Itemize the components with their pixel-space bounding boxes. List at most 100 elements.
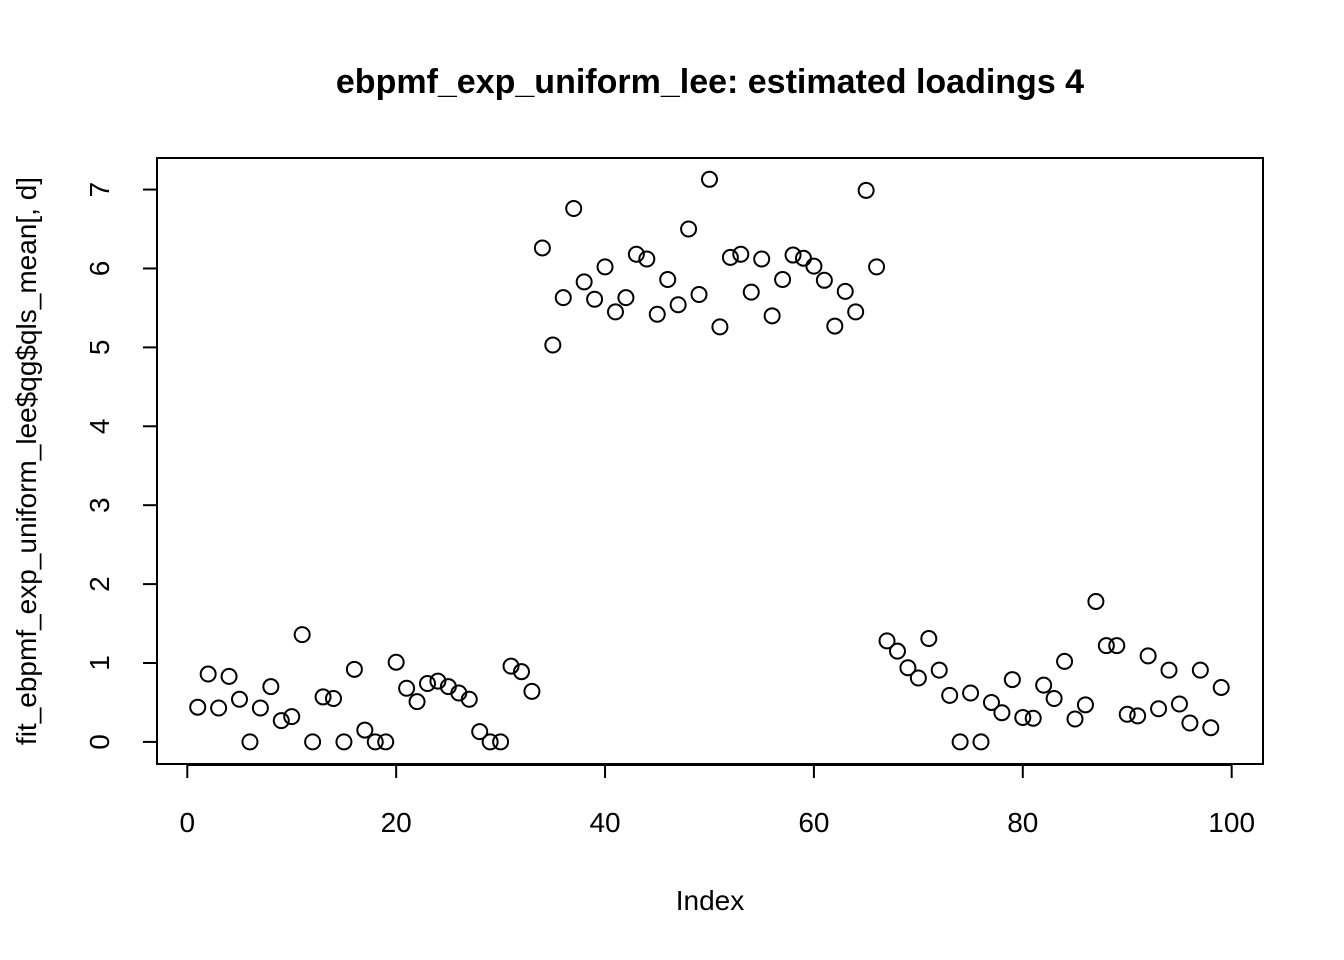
data-point [659,271,677,289]
data-point [1129,707,1147,725]
data-point [471,723,489,741]
data-point [251,699,269,717]
data-point [920,630,938,648]
data-point [753,250,771,268]
y-tick-label: 1 [84,655,115,671]
data-point [565,200,583,217]
data-point [345,660,363,678]
data-point [544,336,562,354]
data-point [627,245,645,263]
data-point [481,733,499,751]
y-axis-label: fit_ebpmf_exp_uniform_lee$qg$qls_mean[, … [11,177,42,745]
data-point [1212,678,1230,696]
data-point [1097,637,1115,655]
data-point [972,733,990,751]
x-tick-label: 20 [381,807,412,838]
data-point [502,657,520,675]
data-point [418,675,436,693]
x-tick-label: 80 [1007,807,1038,838]
data-point [314,688,332,706]
data-points [189,170,1230,751]
data-point [847,303,865,321]
data-point [356,721,374,739]
data-point [554,289,572,307]
data-point [586,290,604,308]
data-point [868,258,886,276]
data-point [210,699,228,717]
x-tick-label: 100 [1208,807,1255,838]
data-point [680,220,698,238]
data-point [700,170,718,188]
data-point [763,307,781,325]
chart-title: ebpmf_exp_uniform_lee: estimated loading… [336,63,1084,101]
data-point [408,693,426,711]
data-point [512,663,530,681]
data-point [398,679,416,697]
data-point [231,690,249,708]
data-point [1045,690,1063,708]
data-point [1024,709,1042,727]
data-point [721,248,739,266]
data-point [941,686,959,704]
x-tick-label: 60 [798,807,829,838]
data-point [1056,652,1074,670]
data-point [189,698,207,716]
data-point [220,667,238,685]
data-point [272,712,290,730]
data-point [836,282,854,300]
data-point [241,733,259,751]
y-tick-label: 4 [84,418,115,434]
data-point [857,181,875,199]
data-point [815,271,833,289]
data-point [711,318,729,336]
data-point [951,733,969,751]
data-point [1181,714,1199,732]
y-tick-label: 3 [84,497,115,513]
x-axis-label: Index [676,885,745,916]
y-tick-label: 7 [84,182,115,198]
data-point [1118,705,1136,723]
y-tick-label: 2 [84,576,115,592]
data-point [1076,696,1094,714]
data-point [669,296,687,314]
data-point [909,669,927,687]
data-point [262,678,280,696]
data-point [930,661,948,679]
data-point [283,708,301,726]
data-point [617,289,635,307]
data-point [648,305,666,323]
data-point [377,733,395,751]
data-point [732,245,750,263]
data-point [492,733,510,751]
data-point [826,317,844,335]
data-point [523,682,541,700]
data-point [784,246,802,264]
data-point [293,626,311,644]
data-point [366,733,384,751]
data-point [794,249,812,267]
data-point [575,273,593,291]
data-point [638,250,656,268]
data-point [962,684,980,702]
y-tick-label: 0 [84,734,115,750]
data-point [982,693,1000,711]
data-point [460,690,478,708]
data-point [1139,647,1157,665]
data-point [878,632,896,650]
plot-frame [156,157,1264,765]
data-point [606,303,624,321]
data-point [888,642,906,660]
data-point [387,653,405,671]
y-tick-label: 5 [84,340,115,356]
data-point [596,258,614,276]
data-point [690,286,708,304]
data-point [1014,708,1032,726]
data-point [335,733,353,751]
data-point [1003,671,1021,689]
y-axis: 0 1 2 3 4 5 6 7 [84,182,158,750]
data-point [774,271,792,289]
data-point [1202,719,1220,737]
x-tick-label: 0 [179,807,195,838]
data-point [1035,676,1053,694]
data-point [1066,710,1084,728]
